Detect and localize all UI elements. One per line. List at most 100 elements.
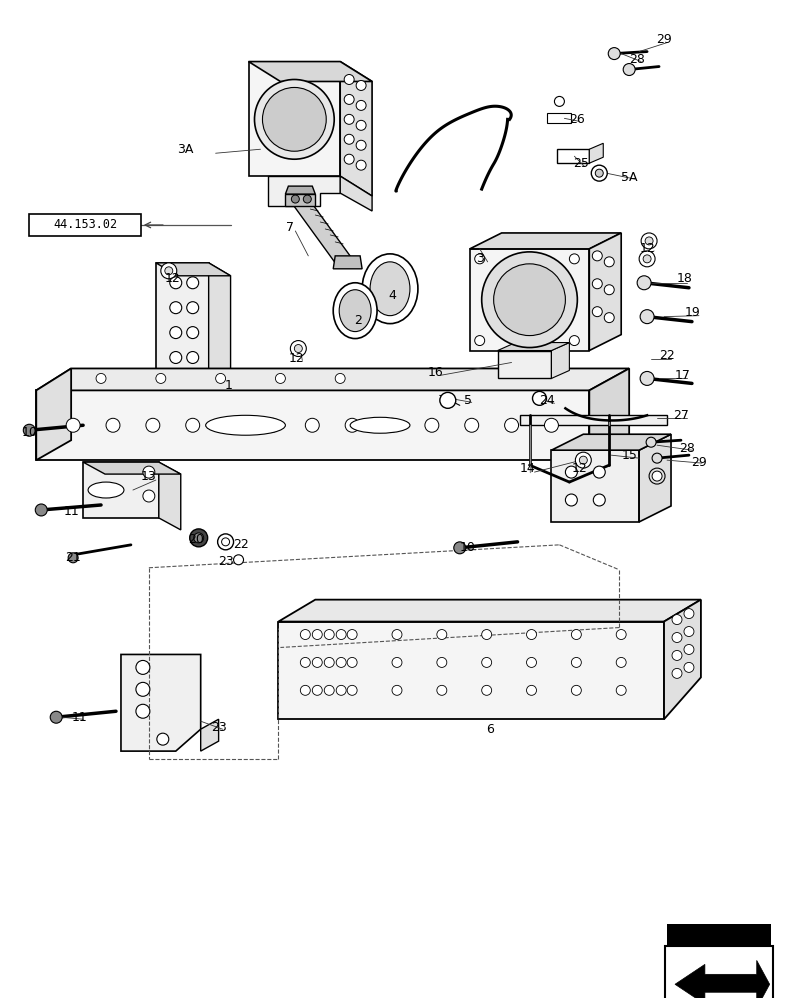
Circle shape bbox=[336, 630, 346, 640]
Circle shape bbox=[356, 120, 366, 130]
Circle shape bbox=[593, 307, 602, 317]
Circle shape bbox=[66, 418, 80, 432]
Bar bbox=[667, 924, 771, 946]
Circle shape bbox=[437, 630, 447, 640]
Circle shape bbox=[571, 685, 582, 695]
Circle shape bbox=[591, 165, 608, 181]
Text: 44.153.02: 44.153.02 bbox=[53, 218, 117, 231]
Circle shape bbox=[356, 100, 366, 110]
Text: 12: 12 bbox=[639, 242, 655, 255]
Text: 13: 13 bbox=[141, 470, 157, 483]
Circle shape bbox=[300, 685, 310, 695]
Polygon shape bbox=[498, 351, 552, 378]
Circle shape bbox=[143, 466, 155, 478]
Text: 12: 12 bbox=[165, 272, 180, 285]
Circle shape bbox=[392, 630, 402, 640]
Text: 28: 28 bbox=[629, 53, 645, 66]
Circle shape bbox=[169, 352, 182, 363]
Text: 18: 18 bbox=[677, 272, 693, 285]
Circle shape bbox=[190, 529, 208, 547]
Circle shape bbox=[566, 466, 578, 478]
Circle shape bbox=[344, 134, 354, 144]
Text: 11: 11 bbox=[63, 505, 79, 518]
Polygon shape bbox=[285, 194, 315, 206]
Polygon shape bbox=[159, 462, 180, 530]
Circle shape bbox=[672, 633, 682, 642]
Polygon shape bbox=[519, 415, 667, 425]
Circle shape bbox=[526, 630, 537, 640]
Circle shape bbox=[344, 94, 354, 104]
Circle shape bbox=[187, 327, 199, 339]
Circle shape bbox=[68, 553, 78, 563]
Ellipse shape bbox=[262, 87, 326, 151]
Polygon shape bbox=[340, 176, 372, 211]
Text: 1: 1 bbox=[225, 379, 232, 392]
Polygon shape bbox=[552, 450, 639, 522]
Text: 5A: 5A bbox=[621, 171, 637, 184]
Polygon shape bbox=[285, 186, 315, 194]
Text: 15: 15 bbox=[621, 449, 637, 462]
Ellipse shape bbox=[350, 417, 410, 433]
Polygon shape bbox=[201, 719, 218, 751]
Polygon shape bbox=[589, 143, 604, 163]
Circle shape bbox=[637, 276, 651, 290]
Polygon shape bbox=[589, 233, 621, 351]
Circle shape bbox=[526, 685, 537, 695]
Circle shape bbox=[356, 140, 366, 150]
Circle shape bbox=[604, 257, 614, 267]
Circle shape bbox=[595, 169, 604, 177]
Polygon shape bbox=[333, 256, 362, 269]
Circle shape bbox=[324, 685, 334, 695]
Circle shape bbox=[356, 80, 366, 90]
Ellipse shape bbox=[362, 254, 418, 324]
Circle shape bbox=[672, 650, 682, 660]
Polygon shape bbox=[557, 149, 589, 163]
Circle shape bbox=[425, 418, 439, 432]
Ellipse shape bbox=[206, 415, 285, 435]
Circle shape bbox=[684, 609, 694, 619]
Circle shape bbox=[169, 277, 182, 289]
Circle shape bbox=[221, 538, 229, 546]
Polygon shape bbox=[675, 960, 770, 1000]
Polygon shape bbox=[156, 263, 209, 390]
Circle shape bbox=[608, 48, 620, 60]
Circle shape bbox=[146, 418, 160, 432]
Circle shape bbox=[593, 494, 605, 506]
Ellipse shape bbox=[370, 262, 410, 316]
Circle shape bbox=[50, 711, 62, 723]
Polygon shape bbox=[278, 622, 664, 719]
Circle shape bbox=[593, 279, 602, 289]
Circle shape bbox=[157, 733, 169, 745]
Text: 7: 7 bbox=[286, 221, 295, 234]
Circle shape bbox=[344, 75, 354, 84]
Polygon shape bbox=[548, 113, 571, 123]
Text: 23: 23 bbox=[217, 555, 233, 568]
Polygon shape bbox=[340, 62, 372, 196]
Circle shape bbox=[300, 657, 310, 667]
Circle shape bbox=[652, 453, 662, 463]
Ellipse shape bbox=[255, 79, 334, 159]
Circle shape bbox=[35, 504, 47, 516]
Circle shape bbox=[216, 373, 225, 383]
Circle shape bbox=[336, 657, 346, 667]
Circle shape bbox=[324, 630, 334, 640]
Polygon shape bbox=[290, 201, 355, 263]
Text: 29: 29 bbox=[656, 33, 672, 46]
Circle shape bbox=[136, 704, 150, 718]
Ellipse shape bbox=[339, 290, 371, 332]
Circle shape bbox=[336, 685, 346, 695]
Circle shape bbox=[672, 668, 682, 678]
Circle shape bbox=[356, 160, 366, 170]
Polygon shape bbox=[470, 233, 621, 249]
Circle shape bbox=[303, 195, 311, 203]
Circle shape bbox=[593, 251, 602, 261]
Circle shape bbox=[616, 630, 626, 640]
Circle shape bbox=[392, 657, 402, 667]
Text: 11: 11 bbox=[71, 711, 87, 724]
Text: 12: 12 bbox=[571, 462, 587, 475]
Circle shape bbox=[136, 660, 150, 674]
Circle shape bbox=[640, 310, 654, 324]
Circle shape bbox=[684, 644, 694, 654]
Circle shape bbox=[570, 336, 579, 346]
Circle shape bbox=[300, 630, 310, 640]
